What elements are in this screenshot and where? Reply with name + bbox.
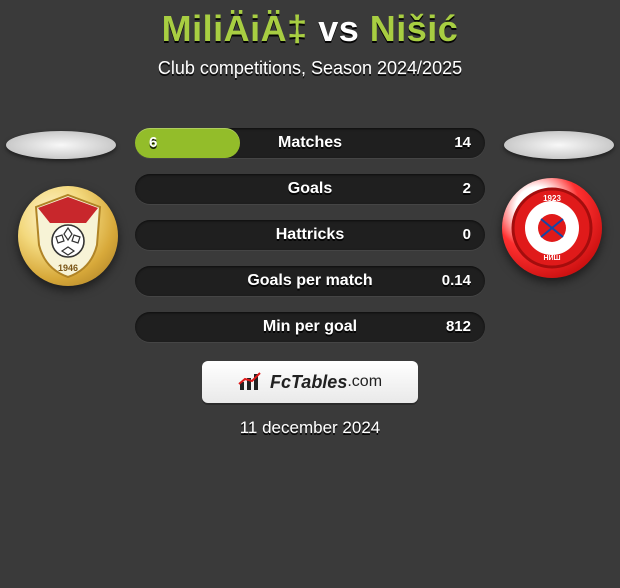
vs-text: vs — [318, 8, 359, 49]
player1-placeholder-oval — [6, 131, 116, 159]
brand-pill[interactable]: FcTables.com — [202, 361, 418, 403]
stat-label: Goals per match — [135, 266, 485, 296]
stat-label: Hattricks — [135, 220, 485, 250]
stat-row-hattricks: Hattricks0 — [135, 220, 485, 250]
crest-year-right: 1923 — [543, 194, 561, 203]
stat-row-goals-per-match: Goals per match0.14 — [135, 266, 485, 296]
stat-row-matches: Matches6 14 — [135, 128, 485, 158]
stat-row-goals: Goals2 — [135, 174, 485, 204]
stat-label: Goals — [135, 174, 485, 204]
stat-right-value: 0.14 — [442, 266, 471, 296]
stat-row-min-per-goal: Min per goal812 — [135, 312, 485, 342]
radnicki-badge-icon: 1923 НИШ — [511, 187, 593, 269]
page-title: MiliÄiÄ‡ vs Nišić — [0, 8, 620, 50]
stat-right-value: 2 — [463, 174, 471, 204]
brand-domain: .com — [347, 373, 382, 391]
svg-text:НИШ: НИШ — [543, 255, 560, 262]
stat-right-value: 14 — [454, 128, 471, 158]
bar-chart-icon — [238, 372, 264, 392]
subtitle: Club competitions, Season 2024/2025 — [0, 58, 620, 79]
stat-right-value: 0 — [463, 220, 471, 250]
club-crest-right: 1923 НИШ — [502, 178, 602, 278]
player2-placeholder-oval — [504, 131, 614, 159]
crest-year-left: 1946 — [58, 263, 78, 273]
brand-name: FcTables — [270, 372, 347, 393]
date-text: 11 december 2024 — [0, 418, 620, 438]
player2-name: Nišić — [370, 8, 459, 49]
stat-label: Matches — [135, 128, 485, 158]
stat-right-value: 812 — [446, 312, 471, 342]
player1-name: MiliÄiÄ‡ — [162, 8, 308, 49]
napredak-shield-icon: 1946 — [31, 193, 105, 279]
club-crest-left: 1946 — [18, 186, 118, 286]
stat-label: Min per goal — [135, 312, 485, 342]
stat-left-value: 6 — [149, 128, 157, 158]
stats-bars: Matches6 14 Goals2 Hattricks0 Goals per matc… — [135, 128, 485, 358]
